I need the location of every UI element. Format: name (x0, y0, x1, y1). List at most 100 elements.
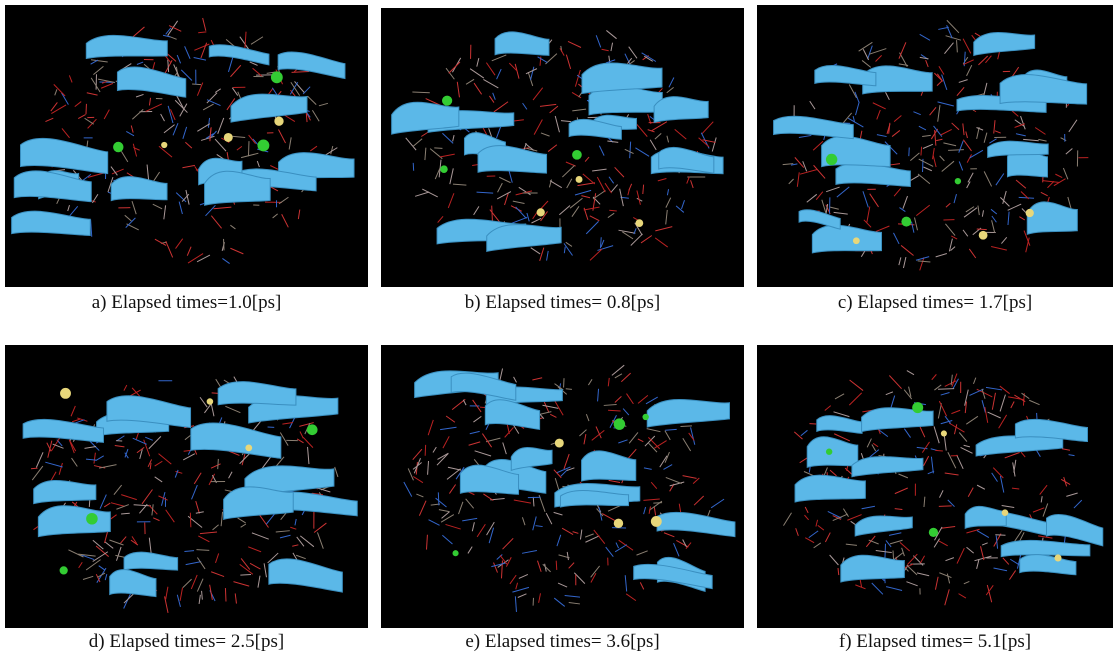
bond (513, 201, 525, 203)
bond (583, 174, 595, 184)
bond (436, 498, 447, 507)
bond (1000, 476, 1003, 493)
bond (428, 461, 429, 475)
helix-fragment (1054, 554, 1061, 561)
bond (978, 206, 979, 216)
bond (805, 507, 808, 513)
bond (249, 135, 256, 144)
bond (149, 98, 150, 106)
bond (658, 178, 667, 180)
bond (863, 191, 868, 207)
bond (183, 127, 187, 139)
bond (1043, 181, 1059, 183)
bond (816, 520, 818, 527)
bond (415, 192, 429, 196)
bond (830, 470, 836, 476)
bond (837, 187, 849, 197)
bond (849, 393, 861, 405)
bond (992, 473, 998, 482)
bond (703, 140, 716, 143)
bond (142, 490, 152, 504)
bond (935, 577, 938, 590)
bond (536, 526, 543, 527)
bond (555, 384, 564, 390)
bond (1021, 452, 1025, 457)
bond (907, 554, 917, 565)
bond (534, 120, 542, 135)
ribbon (836, 163, 910, 186)
bond (826, 187, 839, 192)
bond (978, 56, 987, 65)
bond (655, 238, 668, 247)
bond (477, 192, 494, 193)
helix-fragment (929, 528, 938, 537)
bond (510, 575, 516, 584)
bond (136, 432, 138, 439)
bond (835, 394, 844, 399)
bond (282, 214, 289, 227)
bond (810, 101, 815, 109)
bond (555, 116, 559, 132)
bond (623, 409, 629, 416)
bond (463, 400, 466, 405)
ribbon (965, 506, 1006, 528)
bond (1029, 400, 1039, 404)
helix-fragment (614, 519, 623, 528)
bond (984, 171, 991, 186)
bond (522, 517, 525, 525)
bond (538, 57, 548, 63)
bond (581, 196, 590, 198)
bond (232, 136, 245, 137)
bond (606, 60, 615, 63)
bond (121, 537, 127, 544)
bond (198, 536, 209, 542)
bond (945, 473, 959, 475)
figure: a) Elapsed times=1.0[ps]b) Elapsed times… (0, 0, 1115, 663)
bond (959, 80, 968, 83)
bond (133, 144, 136, 157)
bond (533, 88, 543, 100)
bond (954, 194, 956, 203)
bond (562, 528, 573, 534)
bond (324, 148, 337, 156)
bond (993, 468, 1003, 478)
bond (1040, 485, 1047, 494)
bond (894, 188, 901, 196)
bond (241, 153, 258, 157)
panel: c) Elapsed times= 1.7[ps] (757, 5, 1113, 287)
bond (904, 429, 910, 438)
bond (230, 65, 240, 77)
bond (235, 593, 236, 603)
ribbon (451, 373, 516, 400)
bond (137, 62, 143, 64)
bond (939, 541, 948, 546)
bond (936, 139, 942, 140)
bond (566, 389, 572, 390)
bond (702, 122, 714, 134)
bond (136, 94, 143, 97)
bond (1055, 174, 1062, 177)
bond (428, 420, 433, 435)
molecule-image (757, 5, 1113, 287)
bond (941, 527, 955, 529)
bond (608, 410, 620, 411)
bond (922, 442, 929, 453)
bond (527, 213, 529, 221)
bond (588, 379, 592, 385)
bond (830, 207, 839, 209)
bond (643, 185, 644, 194)
bond (637, 190, 641, 204)
bond (447, 469, 461, 480)
helix-fragment (86, 513, 98, 525)
bond (580, 530, 581, 540)
bond (948, 150, 964, 151)
bond (215, 139, 226, 151)
bond (489, 96, 494, 103)
bond (523, 103, 527, 109)
bond (575, 190, 591, 195)
helix-fragment (576, 176, 583, 183)
bond (675, 129, 687, 139)
panel: a) Elapsed times=1.0[ps] (5, 5, 368, 287)
bond (245, 32, 246, 50)
bond (183, 579, 192, 588)
